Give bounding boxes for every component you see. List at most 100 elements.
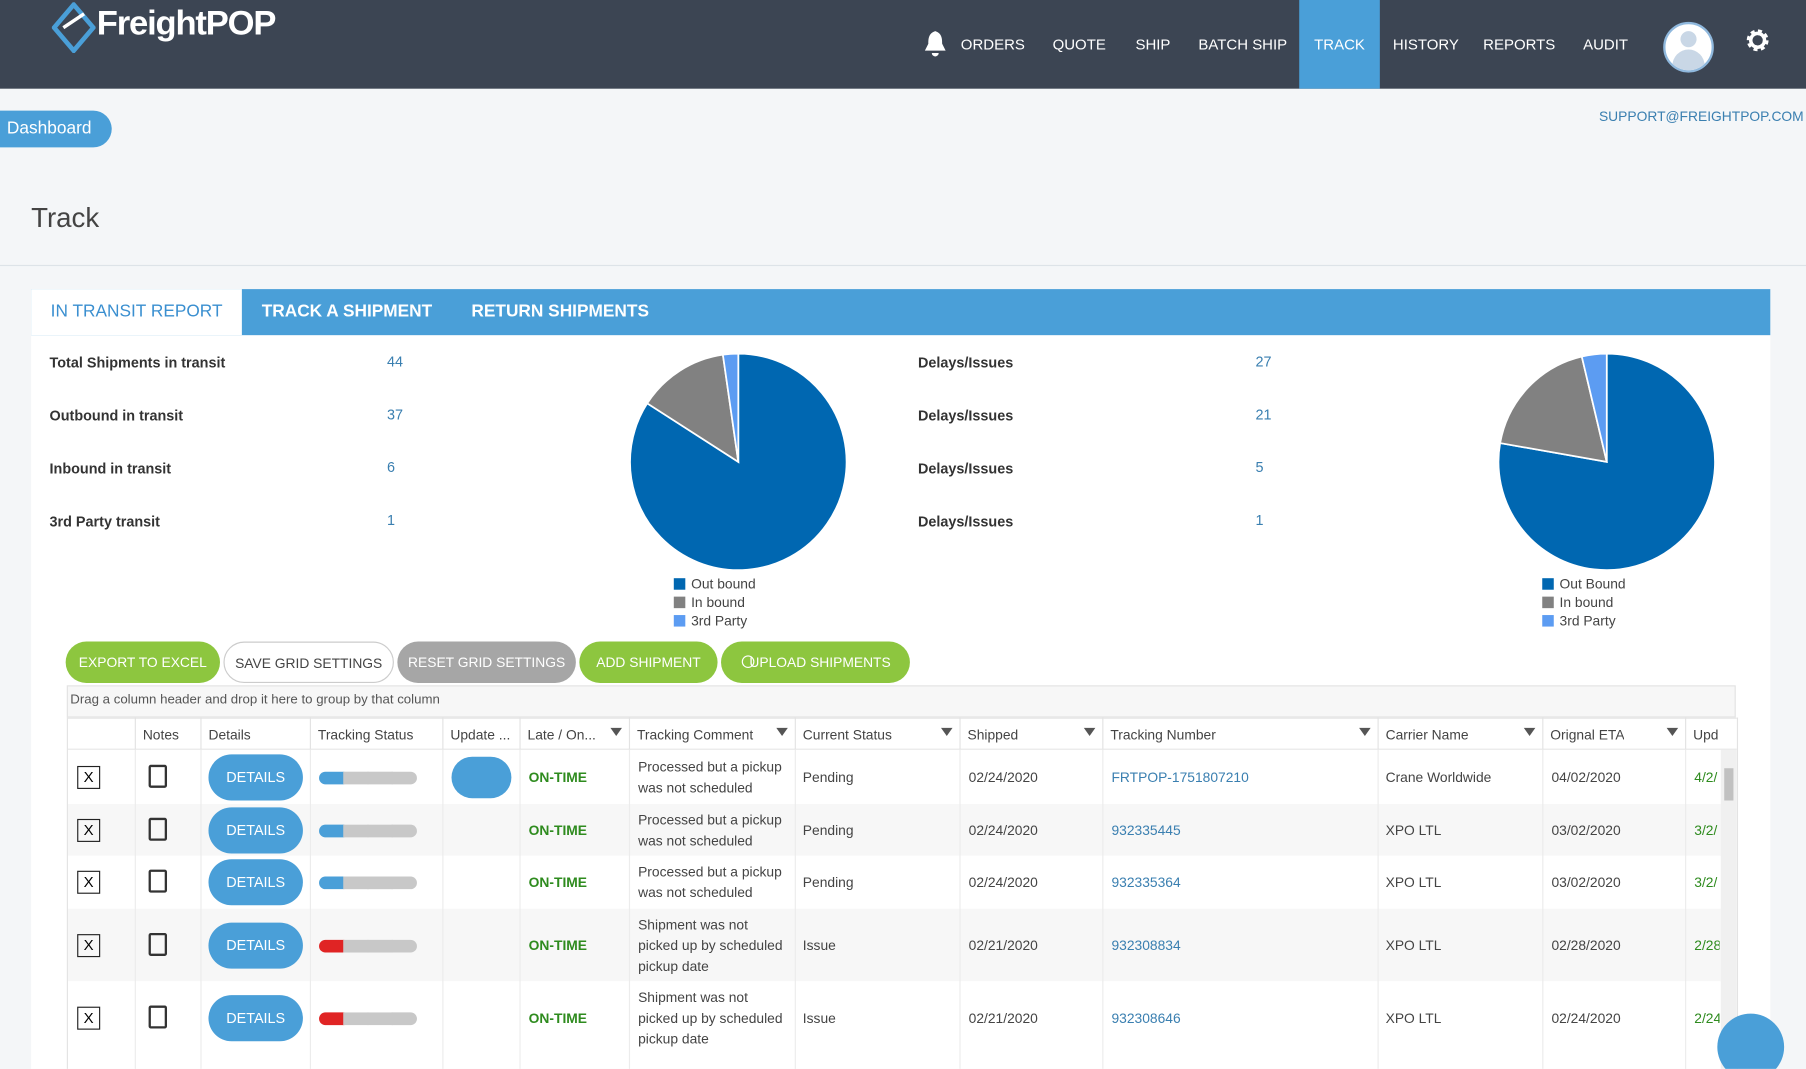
column-divider (794, 749, 796, 1069)
column-header[interactable] (1542, 717, 1685, 750)
nav-item[interactable]: REPORTS (1483, 35, 1556, 53)
column-header[interactable] (1377, 717, 1543, 750)
column-header-label: Upd (1693, 726, 1719, 743)
stat-label: Delays/Issues (917, 407, 1014, 424)
tab-bar (31, 289, 1771, 336)
details-button[interactable]: DETAILS (208, 753, 303, 800)
column-header-label: Details (208, 726, 251, 743)
notes-icon[interactable] (148, 764, 168, 788)
column-header-label: Tracking Comment (636, 726, 754, 743)
button[interactable]: EXPORT TO EXCEL (65, 641, 220, 684)
stat-label: Delays/Issues (917, 354, 1014, 371)
status-step (343, 939, 369, 952)
nav-item[interactable]: AUDIT (1583, 35, 1629, 53)
cell[interactable]: 932308646 (1111, 1009, 1181, 1026)
cell: Pending (802, 768, 854, 785)
checkbox[interactable]: X (77, 870, 101, 894)
filter-icon[interactable] (941, 727, 953, 736)
column-header[interactable] (1685, 717, 1737, 750)
avatar[interactable] (1663, 21, 1714, 73)
nav-item[interactable]: BATCH SHIP (1198, 35, 1288, 53)
nav-item[interactable]: SHIP (1135, 35, 1171, 53)
status-step (391, 771, 417, 784)
stat-value: 27 (1255, 353, 1272, 370)
cell[interactable]: 932335364 (1111, 874, 1181, 891)
notes-icon[interactable] (148, 1004, 168, 1028)
tab[interactable]: RETURN SHIPMENTS (471, 301, 649, 322)
details-button[interactable]: DETAILS (208, 806, 303, 853)
button[interactable]: RESET GRID SETTINGS (397, 641, 576, 684)
legend-swatch (1542, 615, 1554, 627)
column-header[interactable] (200, 717, 309, 750)
column-header[interactable] (309, 717, 442, 750)
breadcrumb[interactable]: Dashboard (0, 110, 113, 148)
status-step (343, 771, 369, 784)
filter-icon[interactable] (610, 727, 622, 736)
button-label: SAVE GRID SETTINGS (235, 655, 383, 672)
column-divider (1377, 749, 1379, 1069)
button[interactable]: SAVE GRID SETTINGS (223, 641, 394, 684)
column-header[interactable] (134, 717, 201, 750)
scroll-thumb[interactable] (1724, 768, 1734, 801)
button-label: EXPORT TO EXCEL (78, 654, 207, 671)
status-step (367, 771, 393, 784)
column-header[interactable] (1102, 717, 1377, 750)
scrollbar[interactable] (1720, 749, 1737, 1069)
filter-icon[interactable] (1083, 727, 1096, 736)
column-header[interactable] (519, 717, 628, 750)
checkbox[interactable]: X (77, 933, 101, 957)
logo-icon (51, 2, 96, 53)
column-divider (628, 749, 631, 1069)
filter-icon[interactable] (1359, 727, 1371, 736)
nav-item[interactable]: ORDERS (960, 35, 1025, 53)
column-header[interactable] (959, 717, 1102, 750)
notes-icon[interactable] (148, 817, 168, 841)
column-header[interactable] (442, 717, 519, 750)
checkbox[interactable]: X (77, 818, 101, 842)
support-email[interactable]: SUPPORT@FREIGHTPOP.COM (1598, 108, 1804, 125)
cell: 02/24/2020 (968, 821, 1038, 838)
column-header-label: Shipped (967, 726, 1019, 743)
chat-button[interactable] (1717, 1013, 1785, 1069)
filter-icon[interactable] (776, 727, 788, 736)
nav-item[interactable]: HISTORY (1392, 35, 1459, 53)
logo[interactable]: FreightPOP (96, 4, 277, 43)
pie-slice (1499, 355, 1608, 463)
tab[interactable]: TRACK A SHIPMENT (261, 301, 433, 322)
status-step (367, 876, 393, 890)
column-header-label: Current Status (802, 726, 892, 743)
button-label: ADD SHIPMENT (596, 654, 701, 671)
top-bar (0, 0, 1806, 89)
pie-chart (629, 352, 848, 571)
cell: 04/02/2020 (1551, 768, 1621, 785)
notes-icon[interactable] (148, 869, 168, 893)
cell[interactable]: 932335445 (1111, 821, 1181, 838)
cell[interactable]: 932308834 (1111, 936, 1181, 954)
details-button[interactable]: DETAILS (208, 994, 303, 1041)
checkbox[interactable]: X (77, 1006, 101, 1030)
column-header[interactable] (794, 717, 960, 750)
stat-label: 3rd Party transit (49, 513, 160, 530)
column-header[interactable] (628, 717, 795, 750)
settings-icon[interactable] (1745, 28, 1770, 53)
group-bar (66, 685, 1736, 718)
column-divider (442, 749, 444, 1069)
nav-item[interactable]: TRACK (1314, 35, 1365, 53)
notes-icon[interactable] (148, 932, 168, 956)
bell-icon[interactable] (924, 30, 947, 58)
checkbox[interactable]: X (77, 765, 101, 789)
tab[interactable]: IN TRANSIT REPORT (31, 289, 243, 336)
cell[interactable]: FRTPOP-1751807210 (1111, 768, 1249, 785)
filter-icon[interactable] (1666, 727, 1679, 736)
details-button[interactable]: DETAILS (208, 859, 303, 906)
nav-item[interactable]: QUOTE (1052, 35, 1106, 53)
cell: Issue (802, 1009, 836, 1026)
status-step (391, 939, 417, 952)
details-button[interactable]: DETAILS (208, 922, 303, 969)
stat-value: 6 (387, 459, 396, 476)
status-step (343, 876, 369, 890)
update-button[interactable] (451, 756, 512, 798)
filter-icon[interactable] (1523, 727, 1536, 736)
button[interactable]: ADD SHIPMENT (579, 641, 718, 684)
